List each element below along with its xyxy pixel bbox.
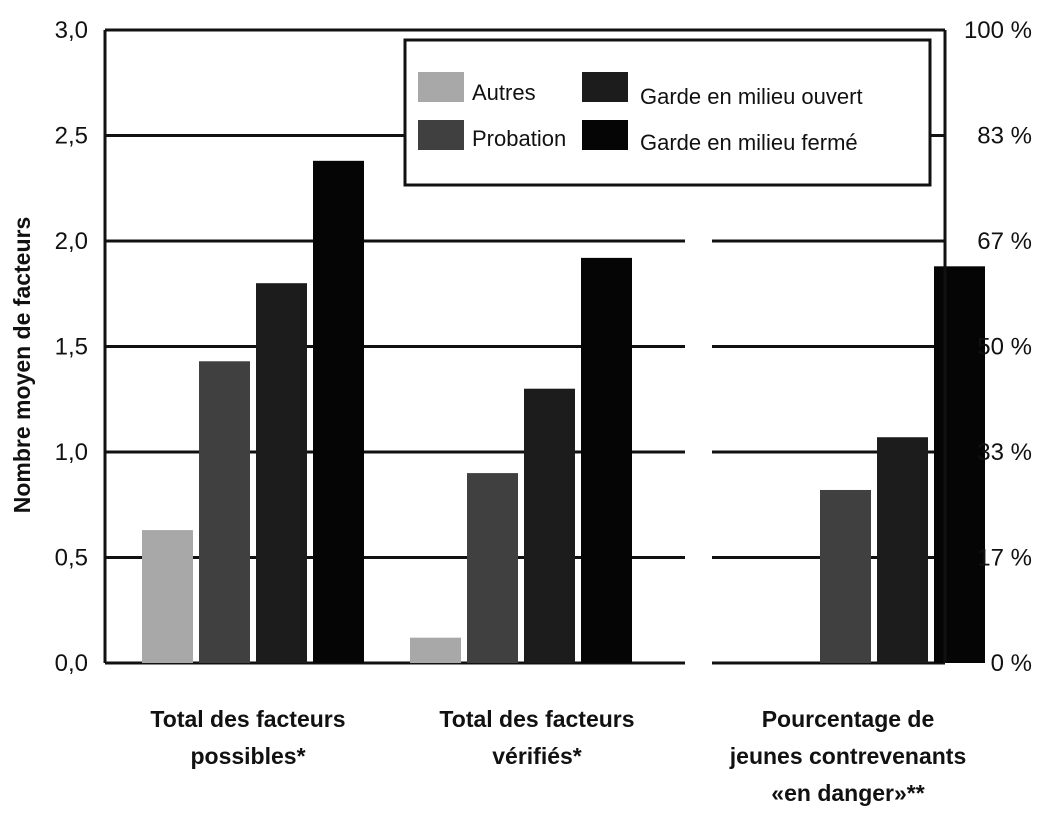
category-label: Total des facteurs bbox=[150, 706, 345, 732]
legend-box bbox=[405, 40, 930, 185]
category-label: vérifiés* bbox=[492, 743, 582, 769]
bar-probation bbox=[199, 361, 250, 663]
y-tick-label: 2,0 bbox=[55, 228, 88, 255]
bar-probation bbox=[467, 473, 518, 663]
legend-swatch bbox=[418, 120, 464, 150]
category-labels: Total des facteurs possibles* Total des fa… bbox=[150, 706, 966, 806]
bar-garde-en-milieu-ouvert bbox=[524, 389, 575, 663]
bar-garde-en-milieu-ferme bbox=[581, 258, 632, 663]
y2-tick-label: 83 % bbox=[977, 123, 1032, 150]
bar-autres bbox=[142, 530, 193, 663]
y-tick-label: 0,5 bbox=[55, 545, 88, 572]
bar-garde-en-milieu-ouvert bbox=[256, 283, 307, 663]
legend: Autres Probation Garde en milieu ouvert Gar… bbox=[405, 40, 930, 185]
category-label: Pourcentage de bbox=[762, 706, 935, 732]
y-tick-label: 1,0 bbox=[55, 439, 88, 466]
category-label: jeunes contrevenants bbox=[729, 743, 966, 769]
y-tick-label: 0,0 bbox=[55, 650, 88, 677]
y-tick-label: 2,5 bbox=[55, 123, 88, 150]
y-tick-label: 1,5 bbox=[55, 334, 88, 361]
category-label: Total des facteurs bbox=[439, 706, 634, 732]
bar-garde-en-milieu-ferme bbox=[313, 161, 364, 663]
legend-label: Probation bbox=[472, 126, 566, 151]
bars-layer bbox=[142, 161, 985, 663]
legend-label: Garde en milieu fermé bbox=[640, 130, 858, 155]
legend-swatch bbox=[582, 72, 628, 102]
y2-tick-label: 50 % bbox=[977, 334, 1032, 361]
legend-swatch bbox=[418, 72, 464, 102]
y2-tick-label: 67 % bbox=[977, 228, 1032, 255]
legend-swatch bbox=[582, 120, 628, 150]
y2-tick-label: 0 % bbox=[991, 650, 1032, 677]
y-axis-label: Nombre moyen de facteurs bbox=[9, 217, 35, 514]
bar-autres bbox=[410, 638, 461, 663]
y-tick-label: 3,0 bbox=[55, 17, 88, 44]
bar-probation bbox=[820, 490, 871, 663]
y2-tick-label: 17 % bbox=[977, 545, 1032, 572]
y2-tick-label: 33 % bbox=[977, 439, 1032, 466]
legend-label: Garde en milieu ouvert bbox=[640, 84, 863, 109]
category-label: possibles* bbox=[190, 743, 305, 769]
y2-tick-label: 100 % bbox=[964, 17, 1032, 44]
category-label: «en danger»** bbox=[771, 780, 924, 806]
bar-garde-en-milieu-ouvert bbox=[877, 437, 928, 663]
legend-label: Autres bbox=[472, 80, 536, 105]
